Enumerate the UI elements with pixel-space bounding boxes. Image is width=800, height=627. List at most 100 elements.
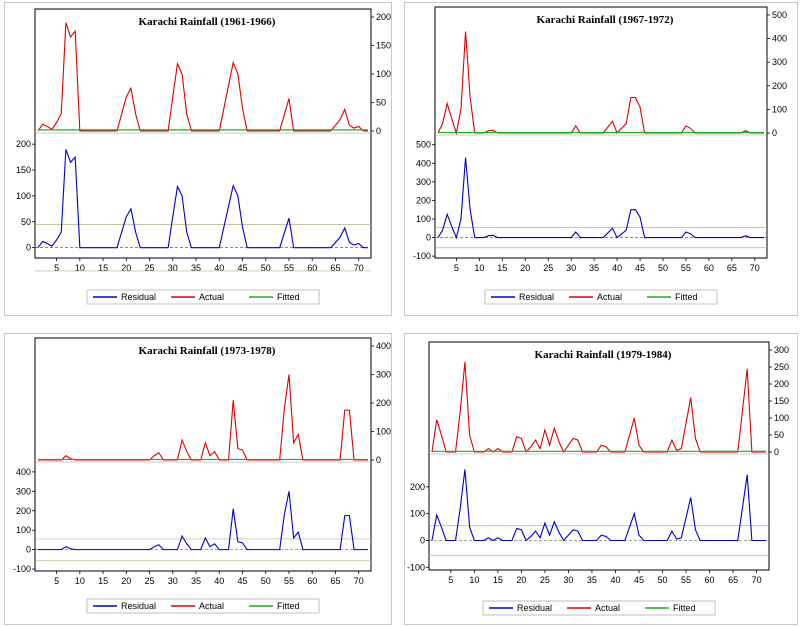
x-tick-label: 30 bbox=[566, 263, 576, 273]
x-tick-label: 45 bbox=[237, 263, 247, 273]
y-left-tick-label: -100 bbox=[407, 562, 425, 572]
y-left-tick-label: 100 bbox=[416, 214, 431, 224]
legend-label-fitted: Fitted bbox=[673, 603, 696, 613]
chart-panel-1973-1978: Karachi Rainfall (1973-1978) 0 100 200 300 40… bbox=[4, 333, 392, 625]
x-tick-label: 35 bbox=[587, 575, 597, 585]
x-tick-label: 55 bbox=[681, 575, 691, 585]
chart-svg: Karachi Rainfall (1961-1966)050100150200… bbox=[16, 8, 391, 305]
x-tick-label: 50 bbox=[261, 263, 271, 273]
y-left-tick-label: 100 bbox=[410, 509, 425, 519]
x-tick-label: 5 bbox=[454, 263, 459, 273]
x-tick-label: 30 bbox=[168, 263, 178, 273]
y-right-tick-label: 100 bbox=[376, 69, 391, 79]
x-tick-label: 40 bbox=[610, 575, 620, 585]
x-tick-label: 10 bbox=[469, 575, 479, 585]
y-right-tick-label: 200 bbox=[772, 81, 787, 91]
series-residual-line bbox=[431, 469, 766, 542]
chart-svg: Karachi Rainfall (1973-1978)010020030040… bbox=[13, 337, 391, 614]
x-tick-label: 65 bbox=[728, 575, 738, 585]
x-tick-label: 50 bbox=[261, 576, 271, 586]
x-tick-label: 45 bbox=[634, 575, 644, 585]
y-left-tick-label: 0 bbox=[26, 545, 31, 555]
y-left-tick-label: 0 bbox=[26, 243, 31, 253]
y-left-tick-label: 100 bbox=[16, 191, 31, 201]
y-left-tick-label: 150 bbox=[16, 165, 31, 175]
x-tick-label: 65 bbox=[330, 576, 340, 586]
legend-label-actual: Actual bbox=[597, 292, 622, 302]
y-right-tick-label: 300 bbox=[774, 345, 789, 355]
legend-label-residual: Residual bbox=[519, 292, 554, 302]
legend-label-residual: Residual bbox=[121, 292, 156, 302]
x-tick-label: 40 bbox=[214, 263, 224, 273]
x-tick-label: 45 bbox=[237, 576, 247, 586]
legend-box bbox=[86, 598, 320, 614]
x-tick-label: 35 bbox=[589, 263, 599, 273]
x-tick-label: 30 bbox=[563, 575, 573, 585]
x-tick-label: 5 bbox=[448, 575, 453, 585]
x-tick-label: 10 bbox=[75, 576, 85, 586]
x-tick-label: 40 bbox=[612, 263, 622, 273]
legend-label-actual: Actual bbox=[199, 292, 224, 302]
x-tick-label: 60 bbox=[307, 576, 317, 586]
x-tick-label: 70 bbox=[750, 263, 760, 273]
series-actual-line bbox=[38, 374, 368, 461]
x-tick-label: 5 bbox=[54, 576, 59, 586]
y-right-tick-label: 150 bbox=[774, 396, 789, 406]
legend-label-residual: Residual bbox=[121, 601, 156, 611]
x-tick-label: 10 bbox=[474, 263, 484, 273]
y-left-tick-label: 200 bbox=[416, 195, 431, 205]
y-right-tick-label: 100 bbox=[774, 413, 789, 423]
y-right-tick-label: 200 bbox=[376, 12, 391, 22]
x-tick-label: 15 bbox=[493, 575, 503, 585]
x-tick-label: 45 bbox=[635, 263, 645, 273]
x-tick-label: 65 bbox=[727, 263, 737, 273]
legend-box bbox=[484, 289, 718, 305]
x-tick-label: 25 bbox=[145, 576, 155, 586]
y-left-tick-label: 50 bbox=[21, 217, 31, 227]
y-right-tick-label: 150 bbox=[376, 41, 391, 51]
plot-frame bbox=[34, 337, 372, 572]
chart-svg: Karachi Rainfall (1967-1972)010020030040… bbox=[413, 6, 787, 305]
y-right-tick-label: 200 bbox=[376, 398, 391, 408]
chart-title: Karachi Rainfall (1967-1972) bbox=[537, 14, 674, 26]
series-actual-line bbox=[37, 22, 368, 132]
legend-label-actual: Actual bbox=[595, 603, 620, 613]
y-left-tick-label: 100 bbox=[16, 525, 31, 535]
x-tick-label: 20 bbox=[121, 263, 131, 273]
x-tick-label: 15 bbox=[497, 263, 507, 273]
x-tick-label: 70 bbox=[354, 576, 364, 586]
chart-title: Karachi Rainfall (1979-1984) bbox=[535, 349, 672, 361]
series-residual-line bbox=[38, 491, 368, 551]
y-right-tick-label: 50 bbox=[376, 98, 386, 108]
x-tick-label: 60 bbox=[307, 263, 317, 273]
y-left-tick-label: 300 bbox=[16, 486, 31, 496]
legend-label-residual: Residual bbox=[517, 603, 552, 613]
series-residual-line bbox=[37, 149, 368, 249]
y-right-tick-label: 250 bbox=[774, 362, 789, 372]
legend-box bbox=[482, 600, 716, 616]
y-left-tick-label: 200 bbox=[16, 506, 31, 516]
x-tick-label: 20 bbox=[121, 576, 131, 586]
legend-label-fitted: Fitted bbox=[277, 292, 300, 302]
series-residual-line bbox=[437, 157, 764, 240]
y-left-tick-label: 400 bbox=[16, 467, 31, 477]
y-left-tick-label: 200 bbox=[16, 139, 31, 149]
y-right-tick-label: 50 bbox=[774, 430, 784, 440]
y-right-tick-label: 0 bbox=[774, 447, 779, 457]
y-left-tick-label: 0 bbox=[426, 233, 431, 243]
y-right-tick-label: 300 bbox=[376, 370, 391, 380]
x-tick-label: 25 bbox=[145, 263, 155, 273]
y-left-tick-label: -100 bbox=[413, 251, 431, 261]
series-actual-line bbox=[437, 31, 764, 136]
y-left-tick-label: 300 bbox=[416, 177, 431, 187]
x-tick-label: 50 bbox=[658, 263, 668, 273]
y-right-tick-label: 500 bbox=[772, 10, 787, 20]
y-left-tick-label: 500 bbox=[416, 140, 431, 150]
x-tick-label: 35 bbox=[191, 263, 201, 273]
y-right-tick-label: 0 bbox=[376, 455, 381, 465]
y-right-tick-label: 0 bbox=[772, 128, 777, 138]
y-left-tick-label: 200 bbox=[410, 482, 425, 492]
legend-label-actual: Actual bbox=[199, 601, 224, 611]
y-left-tick-label: 0 bbox=[420, 535, 425, 545]
legend-box bbox=[86, 289, 320, 305]
